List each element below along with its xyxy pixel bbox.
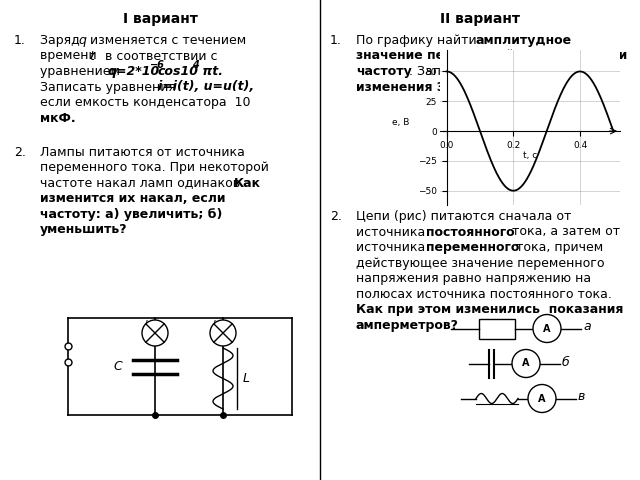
Text: πt.: πt. [198,65,223,78]
Text: , ее: , ее [531,49,559,62]
Text: H2: H2 [213,320,227,330]
Text: в соответствии с: в соответствии с [97,49,218,62]
Text: 1.: 1. [14,34,26,47]
Text: Записать уравнения: Записать уравнения [40,81,180,94]
Text: со временем.: со временем. [461,81,554,94]
Text: амперметров?: амперметров? [356,319,459,332]
Text: в: в [578,391,586,404]
Text: источника: источника [356,241,429,254]
Text: изменится их накал, если: изменится их накал, если [40,192,225,205]
Text: II вариант: II вариант [440,12,520,26]
Text: действующее значение переменного: действующее значение переменного [356,256,605,269]
Y-axis label: e, В: e, В [392,119,409,128]
Text: период и: период и [561,49,627,62]
Text: C: C [113,360,122,372]
Text: уменьшить?: уменьшить? [40,223,127,236]
Text: −6: −6 [150,60,165,70]
Text: A: A [538,394,546,404]
Text: Лампы питаются от источника: Лампы питаются от источника [40,145,245,158]
Text: мкФ.: мкФ. [40,111,76,124]
Text: 4: 4 [192,60,199,70]
Text: 2.: 2. [14,145,26,158]
Circle shape [512,349,540,377]
Text: частоту: частоту [356,65,412,78]
Text: Цепи (рис) питаются сначала от: Цепи (рис) питаются сначала от [356,210,572,223]
Text: переменного тока. При некоторой: переменного тока. При некоторой [40,161,269,174]
Text: cos10: cos10 [158,65,199,78]
Text: По графику найти: По графику найти [356,34,481,47]
Circle shape [142,320,168,346]
Text: а: а [583,321,591,334]
Text: изменения ЭДС: изменения ЭДС [356,81,467,94]
Text: источника: источника [356,226,429,239]
Text: L: L [243,372,250,384]
Text: A: A [522,359,530,369]
Text: . Записать: . Записать [409,65,483,78]
Text: Как: Как [234,177,261,190]
Circle shape [528,384,556,412]
Text: постоянного: постоянного [426,226,515,239]
Circle shape [210,320,236,346]
Text: 2.: 2. [330,210,342,223]
Text: t: t [89,49,94,62]
Text: 1.: 1. [330,34,342,47]
Circle shape [533,314,561,343]
Text: q=2*10: q=2*10 [108,65,160,78]
Text: q: q [78,34,86,47]
Text: полюсах источника постоянного тока.: полюсах источника постоянного тока. [356,288,612,300]
Text: переменного: переменного [426,241,520,254]
Text: тока, а затем от: тока, а затем от [508,226,620,239]
Text: частоту: а) увеличить; б): частоту: а) увеличить; б) [40,208,222,221]
Text: частоте накал ламп одинаков.: частоте накал ламп одинаков. [40,177,248,190]
Text: напряжения равно напряжению на: напряжения равно напряжению на [356,272,591,285]
Text: тока, причем: тока, причем [512,241,604,254]
Text: изменяется с течением: изменяется с течением [86,34,246,47]
Text: формулу: формулу [491,65,556,78]
Text: H1: H1 [145,320,159,330]
Text: A: A [543,324,551,334]
Text: i=i(t), u=u(t),: i=i(t), u=u(t), [158,81,254,94]
X-axis label: t, c: t, c [523,151,537,160]
Text: I вариант: I вариант [123,12,197,26]
Text: Как при этом изменились  показания: Как при этом изменились показания [356,303,623,316]
Text: времени: времени [40,49,100,62]
Text: б: б [562,356,570,369]
Text: если емкость конденсатора  10: если емкость конденсатора 10 [40,96,250,109]
Bar [479,319,515,338]
Text: значение переменной ЭДС: значение переменной ЭДС [356,49,548,62]
Text: уравнением: уравнением [40,65,124,78]
Text: амплитудное: амплитудное [475,34,571,47]
Text: Заряд: Заряд [40,34,84,47]
